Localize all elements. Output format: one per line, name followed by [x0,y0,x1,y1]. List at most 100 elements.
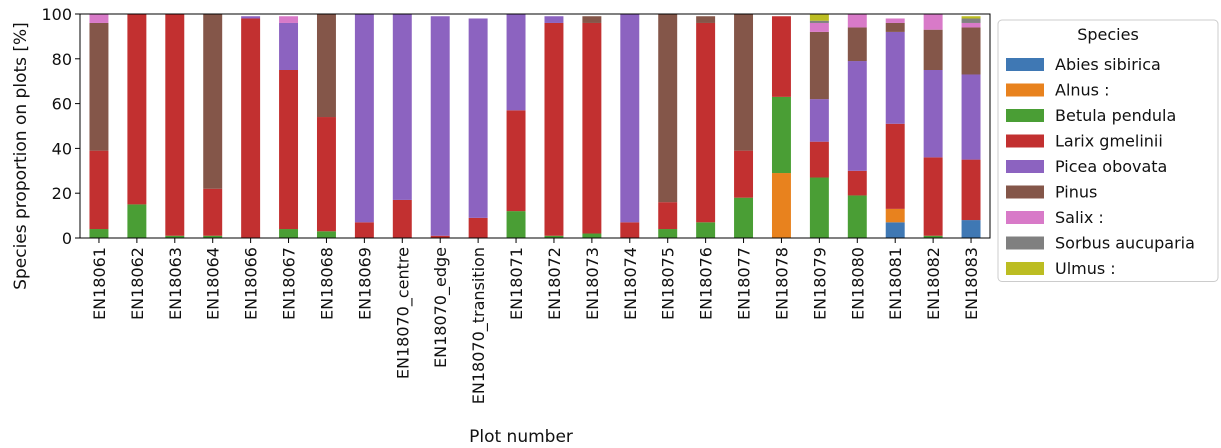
legend-entry-label: Larix gmelinii [1055,132,1163,151]
y-tick-label: 40 [52,139,72,158]
bar-segment [923,157,943,236]
bar-segment [620,222,640,238]
bar-segment [241,18,261,239]
x-tick-label: EN18068 [317,247,336,320]
bar-segment [241,16,261,19]
y-tick-label: 60 [52,95,72,114]
bar-segment [279,22,299,70]
x-tick-label: EN18070_edge [431,247,451,368]
x-tick-label: EN18083 [962,247,981,320]
bar-segment [847,170,867,196]
bar-segment [430,235,450,238]
x-tick-label: EN18074 [621,247,640,320]
x-tick-label: EN18070_centre [393,247,413,379]
bar-segment [885,208,905,223]
x-tick-label: EN18070_transition [469,247,489,404]
bar-segment [885,123,905,209]
bar-segment [696,222,716,238]
bar-segment [203,14,223,189]
bar-segment [885,222,905,238]
x-tick-label: EN18069 [355,247,374,320]
bar-segment [127,204,147,238]
legend-entry-label: Alnus : [1055,81,1109,100]
bar-segment [847,27,867,62]
bar-segment [392,199,412,238]
y-axis-label: Species proportion on plots [%] [11,22,31,290]
bar-segment [923,29,943,70]
bar-segment [847,14,867,28]
bar-segment [658,202,678,230]
bar-segment [506,211,526,238]
bar-segment [809,31,829,100]
x-tick-label: EN18071 [507,247,526,320]
bar-segment [961,220,981,238]
bar-segment [961,27,981,75]
bar-segment [89,22,109,151]
legend-swatch [1006,83,1044,97]
x-tick-label: EN18081 [886,247,905,320]
bar-segment [89,14,109,23]
bar-segment [89,150,109,230]
bar-segment [961,18,981,23]
x-tick-label: EN18082 [924,247,943,320]
legend-swatch [1006,262,1044,275]
legend-box [997,19,1219,282]
bar-segment [885,18,905,23]
bar-segment [885,22,905,32]
x-tick-label: EN18063 [166,247,185,320]
bar-segment [316,231,336,238]
x-tick-label: EN18076 [697,247,716,320]
bar-segment [923,14,943,30]
bar-segment [203,235,223,238]
bar-segment [544,235,564,238]
legend-entry-label: Salix : [1055,208,1104,227]
legend-title: Species [1077,25,1139,44]
bar-segment [658,14,678,203]
x-tick-label: EN18073 [583,247,602,320]
plot-area-frame [79,13,991,239]
bar-segment [771,16,791,97]
bar-segment [734,14,754,151]
bar-segment [316,117,336,232]
x-tick-label: EN18064 [204,247,223,320]
x-tick-label: EN18080 [848,247,867,320]
bar-segment [203,188,223,236]
bar-segment [316,14,336,118]
bar-segment [696,22,716,223]
bar-segment [279,70,299,230]
bar-segment [354,222,374,238]
bar-segment [165,14,185,236]
legend-swatch [1006,134,1044,148]
bar-segment [961,22,981,28]
legend-swatch [1006,58,1044,71]
x-tick-label: EN18079 [810,247,829,320]
bar-segment [771,173,791,238]
bar-segment [582,16,602,23]
bars-layer [89,14,981,239]
y-tick-label: 20 [52,184,72,203]
bar-segment [354,14,374,223]
bar-segment [923,70,943,158]
bar-segment [961,74,981,160]
x-tick-label: EN18072 [545,247,564,320]
bar-segment [961,16,981,19]
bar-segment [923,235,943,238]
bar-segment [506,14,526,111]
y-tick-label: 0 [62,229,72,248]
bar-segment [658,229,678,238]
bar-segment [734,150,754,198]
legend-swatch [1006,109,1044,122]
bar-segment [809,20,829,23]
bar-segment [809,141,829,178]
bar-segment [885,31,905,124]
bar-segment [961,159,981,221]
bar-segment [279,16,299,23]
y-axis: 0 20 40 60 80 100 [41,5,80,248]
legend-entry-label: Ulmus : [1055,259,1116,278]
bar-segment [89,229,109,238]
bar-segment [468,18,488,218]
legend-entry-label: Pinus [1055,183,1097,202]
bar-segment [506,110,526,212]
y-tick-label: 80 [52,50,72,69]
